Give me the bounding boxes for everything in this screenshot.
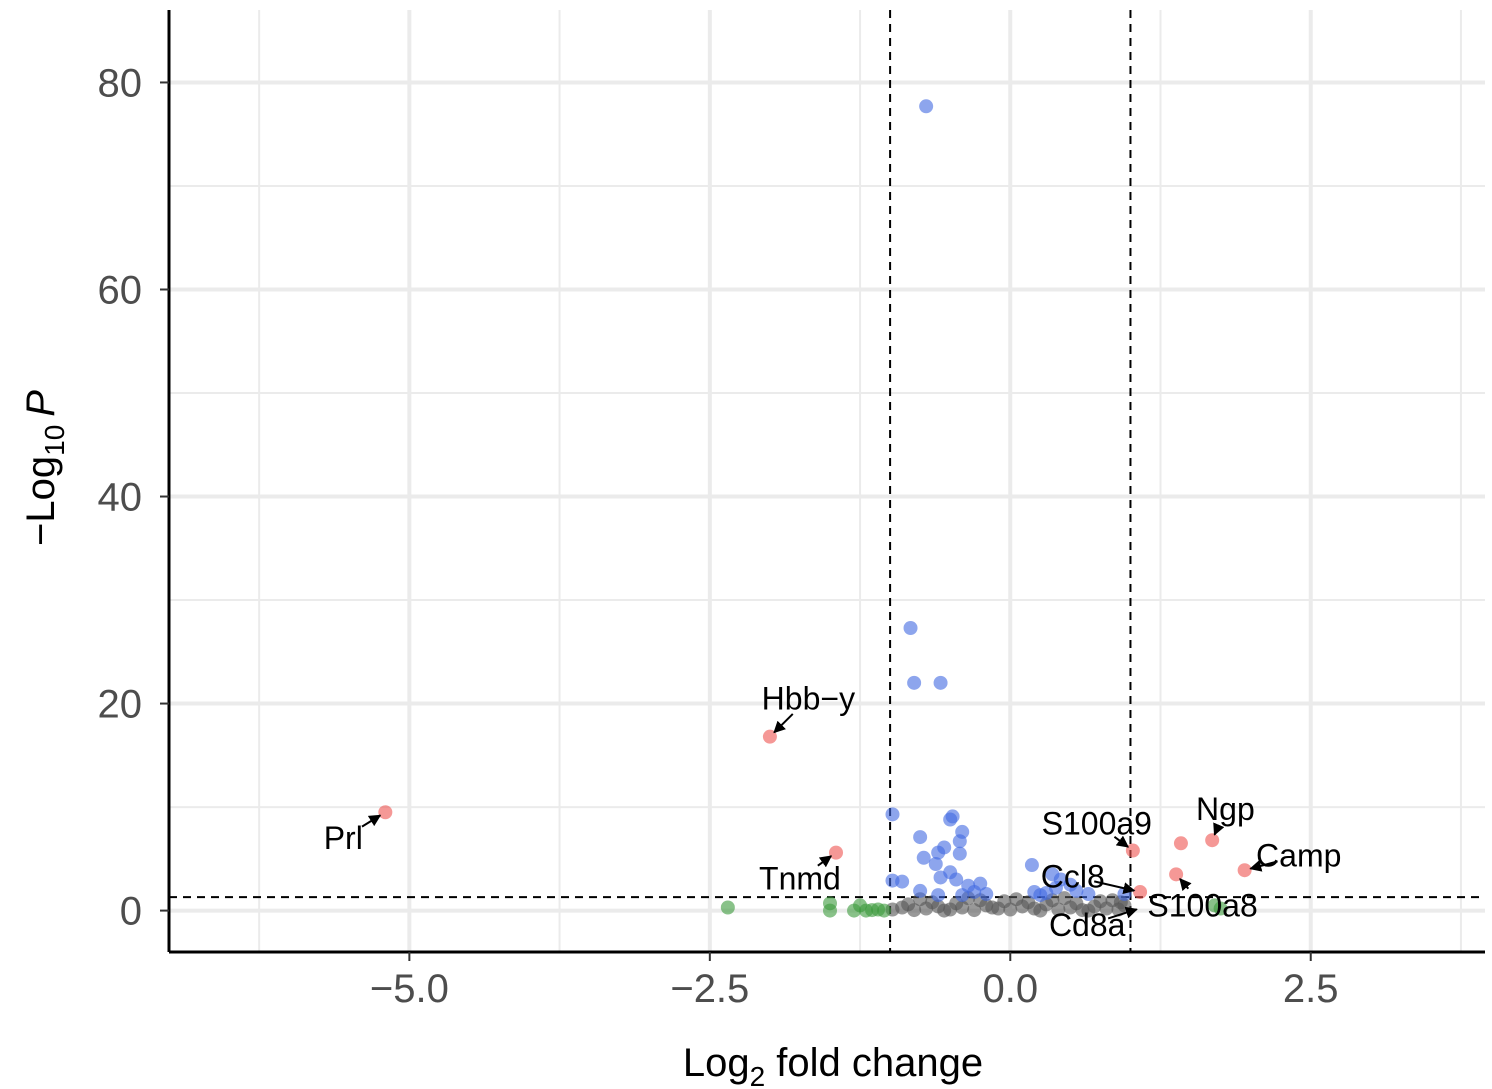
y-tick-label: 40 [98,476,143,520]
point-p_and_log2fc [1125,843,1140,858]
point-p [919,99,934,114]
axes [167,10,1485,954]
point-p [967,884,982,899]
point-ns [1021,895,1036,910]
x-tick-label: −5.0 [370,967,449,1011]
point-p [1024,858,1039,873]
label-connector [1249,860,1278,872]
point-p_and_log2fc [378,805,393,820]
point-p [933,870,948,885]
label-connector [773,713,794,734]
point-p [952,846,967,861]
point-p [1069,883,1084,898]
gene-label: Tnmd [759,861,841,897]
point-p [1033,888,1048,903]
point-p [952,834,967,849]
y-axis-title: −Log10P [19,390,70,546]
point-p [1081,887,1096,902]
point-p [931,888,946,903]
data-points [378,99,1252,918]
point-log2fc [877,903,892,918]
point-ns [1009,892,1024,907]
point-p [895,874,910,889]
point-ns [997,894,1012,909]
gridlines [169,10,1485,952]
point-p [931,845,946,860]
gene-label: S100a9 [1042,806,1152,842]
label-connector [1113,835,1130,848]
point-p [885,807,900,822]
y-tick-label: 80 [98,61,143,105]
x-tick-label: −2.5 [670,967,749,1011]
point-p [903,620,918,635]
point-ns [985,900,1000,915]
gene-label: Hbb−y [762,680,855,716]
point-p_and_log2fc [829,845,844,860]
gene-label: Cd8a [1049,907,1126,943]
gene-label: Prl [324,820,363,856]
point-p [943,812,958,827]
point-ns [1033,903,1048,918]
point-p_and_log2fc [1169,867,1184,882]
point-p [933,675,948,690]
label-connector [817,855,833,868]
point-p [916,850,931,865]
point-p [928,857,943,872]
point-ns [1057,891,1072,906]
point-log2fc [720,900,735,915]
point-ns [937,903,952,918]
point-p_and_log2fc [1205,833,1220,848]
x-axis-title: Log2 fold change [683,1041,983,1089]
label-connector [1179,878,1192,892]
point-p [913,830,928,845]
label-connector [361,814,382,828]
point-p [913,883,928,898]
point-ns [901,897,916,912]
point-log2fc [823,903,838,918]
y-tick-label: 20 [98,683,143,727]
x-tick-label: 2.5 [1283,967,1339,1011]
tick-labels: −5.0 −2.5 0.0 2.5 0 20 40 60 80 [98,61,1339,1011]
point-p [955,888,970,903]
point-log2fc [1207,898,1222,913]
gene-label: Ngp [1196,791,1255,827]
label-connector [1107,906,1138,920]
y-tick-label: 0 [120,890,142,934]
point-ns [1093,894,1108,909]
cutoff-lines [169,10,1485,952]
point-p [949,872,964,887]
x-tick-label: 0.0 [982,967,1038,1011]
point-p_and_log2fc [1133,884,1148,899]
gene-label: S100a8 [1147,887,1257,923]
point-p_and_log2fc [1173,836,1188,851]
point-p [979,887,994,902]
gene-label: Camp [1256,838,1341,874]
gene-label: Ccl8 [1041,858,1105,894]
label-connector [1213,822,1225,836]
point-p [907,675,922,690]
label-connector [1093,880,1136,895]
y-tick-label: 60 [98,268,143,312]
point-ns [1081,903,1096,918]
point-ns [1069,896,1084,911]
point-p_and_log2fc [1237,863,1252,878]
